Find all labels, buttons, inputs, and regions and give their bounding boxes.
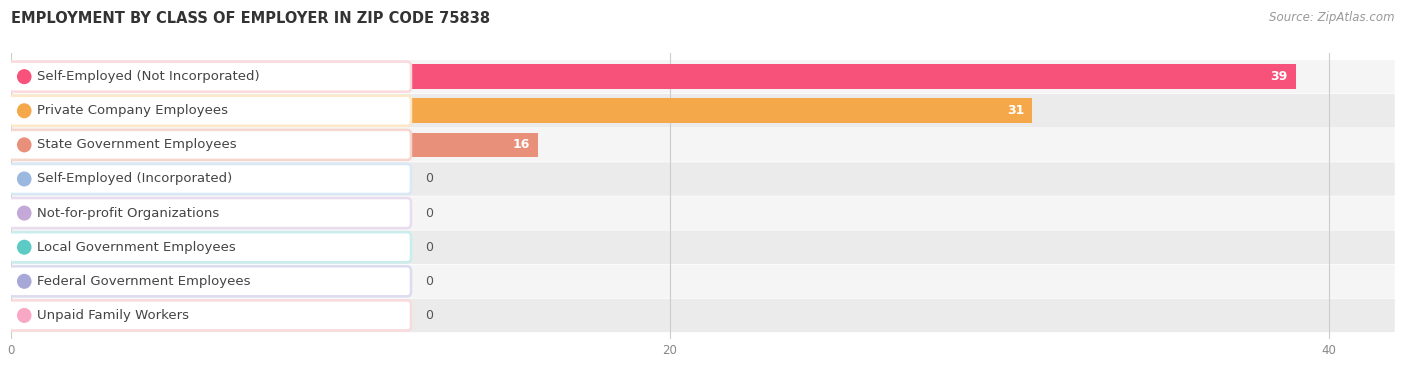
FancyBboxPatch shape (11, 94, 1395, 127)
FancyBboxPatch shape (11, 265, 1395, 298)
FancyBboxPatch shape (8, 96, 411, 126)
FancyBboxPatch shape (11, 162, 1395, 196)
FancyBboxPatch shape (8, 62, 411, 92)
Text: Not-for-profit Organizations: Not-for-profit Organizations (37, 207, 219, 219)
Text: State Government Employees: State Government Employees (37, 138, 236, 152)
FancyBboxPatch shape (11, 196, 1395, 230)
FancyBboxPatch shape (11, 60, 1395, 93)
Circle shape (18, 172, 31, 186)
FancyBboxPatch shape (8, 130, 411, 160)
FancyBboxPatch shape (8, 300, 411, 330)
Text: Federal Government Employees: Federal Government Employees (37, 275, 250, 288)
Circle shape (18, 70, 31, 83)
Bar (11, 201, 239, 225)
Text: Unpaid Family Workers: Unpaid Family Workers (37, 309, 188, 322)
Circle shape (18, 138, 31, 152)
Text: 0: 0 (425, 241, 433, 254)
FancyBboxPatch shape (11, 128, 1395, 162)
Circle shape (18, 206, 31, 220)
Bar (11, 64, 1296, 89)
FancyBboxPatch shape (8, 266, 411, 296)
Text: 0: 0 (425, 207, 433, 219)
FancyBboxPatch shape (11, 299, 1395, 332)
Bar (11, 235, 239, 259)
Text: 0: 0 (425, 275, 433, 288)
Text: Local Government Employees: Local Government Employees (37, 241, 236, 254)
Text: 0: 0 (425, 309, 433, 322)
FancyBboxPatch shape (11, 230, 1395, 264)
Bar (11, 133, 538, 157)
Text: 39: 39 (1271, 70, 1288, 83)
Text: 16: 16 (513, 138, 530, 152)
Bar (11, 269, 239, 294)
Bar (11, 303, 239, 328)
Bar (11, 98, 1032, 123)
Circle shape (18, 104, 31, 118)
Bar (11, 167, 239, 191)
Text: Self-Employed (Not Incorporated): Self-Employed (Not Incorporated) (37, 70, 259, 83)
Text: Self-Employed (Incorporated): Self-Employed (Incorporated) (37, 173, 232, 185)
Circle shape (18, 274, 31, 288)
Circle shape (18, 309, 31, 322)
FancyBboxPatch shape (8, 198, 411, 228)
FancyBboxPatch shape (8, 164, 411, 194)
Text: 0: 0 (425, 173, 433, 185)
Text: Source: ZipAtlas.com: Source: ZipAtlas.com (1270, 11, 1395, 24)
FancyBboxPatch shape (8, 232, 411, 262)
Text: EMPLOYMENT BY CLASS OF EMPLOYER IN ZIP CODE 75838: EMPLOYMENT BY CLASS OF EMPLOYER IN ZIP C… (11, 11, 491, 26)
Text: 31: 31 (1007, 104, 1024, 117)
Text: Private Company Employees: Private Company Employees (37, 104, 228, 117)
Circle shape (18, 241, 31, 254)
